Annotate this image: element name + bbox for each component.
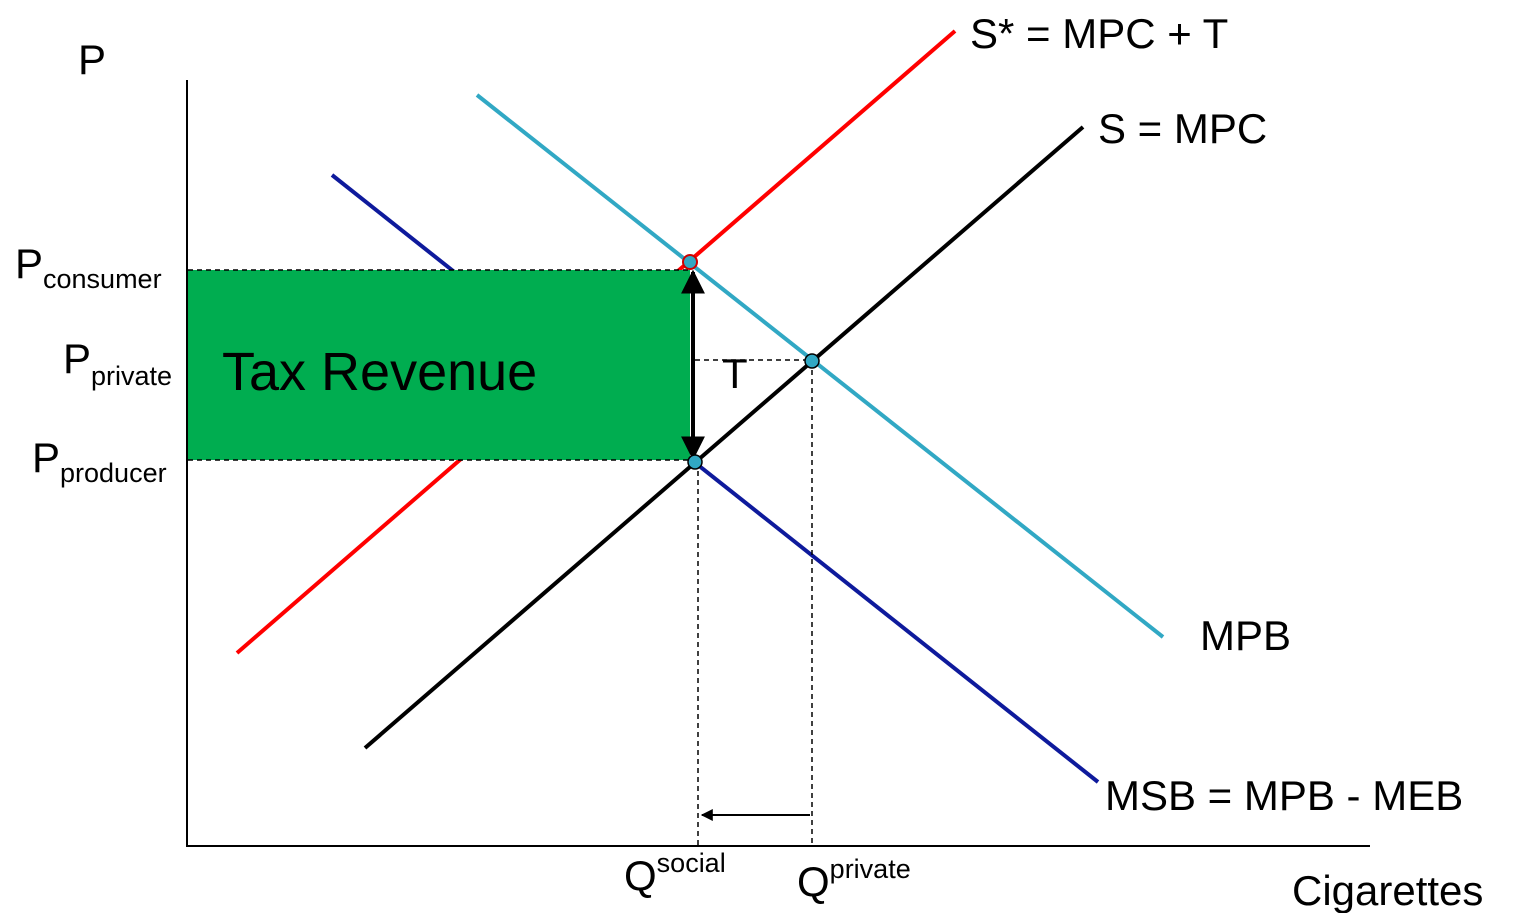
price-main: P: [63, 335, 91, 382]
x-axis-label: Cigarettes: [1292, 867, 1483, 913]
price-label: Pproducer: [32, 434, 167, 488]
tax-revenue-area: [188, 270, 690, 460]
curve-label: MPB: [1200, 612, 1291, 659]
price-sub: producer: [60, 458, 167, 488]
curve-label: MSB = MPB - MEB: [1105, 772, 1463, 819]
mpb-curve: [475, 93, 1165, 639]
quantity-main: Q: [797, 858, 830, 905]
tax-label: T: [722, 350, 748, 397]
price-sub: private: [91, 361, 172, 391]
quantity-main: Q: [624, 852, 657, 899]
msb-curve: [330, 173, 1100, 784]
quantity-label: Qprivate: [797, 854, 911, 905]
price-main: P: [15, 240, 43, 287]
quantity-sup: social: [657, 848, 726, 878]
supply-curve: [363, 125, 1085, 750]
y-axis-label: P: [78, 36, 106, 83]
guide-lines: [188, 269, 813, 845]
price-label: Pprivate: [63, 335, 172, 391]
curve-label: S* = MPC + T: [970, 10, 1228, 57]
area-label: Tax Revenue: [222, 342, 537, 402]
price-sub: consumer: [43, 264, 162, 294]
point: [804, 353, 820, 369]
point: [682, 254, 698, 270]
quantity-label: Qsocial: [624, 848, 726, 899]
price-main: P: [32, 434, 60, 481]
quantity-sup: private: [830, 854, 911, 884]
curve-label: S = MPC: [1098, 105, 1267, 152]
price-label: Pconsumer: [15, 240, 162, 294]
point: [687, 454, 703, 470]
